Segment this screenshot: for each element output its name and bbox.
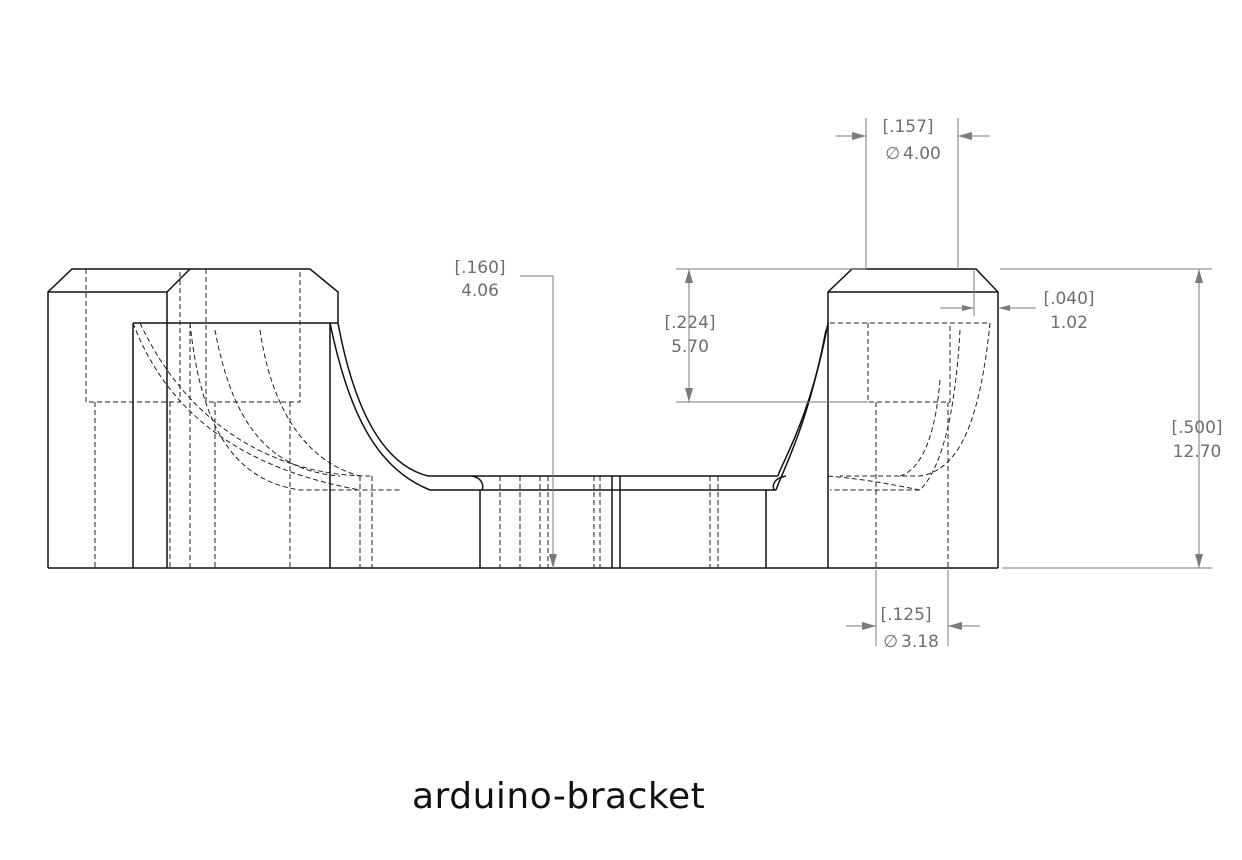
diameter-symbol-bottom: ∅	[883, 632, 898, 652]
dim-height-mm: 12.70	[1173, 442, 1222, 462]
hidden-lines	[85, 269, 991, 568]
dim-counterbore-inch: [.224]	[664, 313, 715, 333]
dimension-height: [.500] 12.70	[1171, 418, 1222, 462]
dim-counterbore-mm: 5.70	[671, 337, 709, 357]
dim-chamfer-mm: 1.02	[1050, 313, 1088, 333]
dimension-hole-bottom: [.125] ∅ 3.18	[880, 605, 938, 652]
dimension-lines	[520, 118, 1212, 646]
dim-hole-bottom-inch: [.125]	[880, 605, 931, 625]
dim-depth-inch: [.160]	[454, 258, 505, 278]
dim-chamfer-inch: [.040]	[1043, 289, 1094, 309]
dimension-depth: [.160] 4.06	[454, 258, 505, 301]
diameter-symbol-top: ∅	[885, 144, 900, 164]
dim-height-inch: [.500]	[1171, 418, 1222, 438]
drawing-title: arduino-bracket	[412, 776, 706, 817]
dimension-hole-top: [.157] ∅ 4.00	[882, 117, 940, 164]
part-outline	[47, 268, 999, 569]
dim-hole-top-inch: [.157]	[882, 117, 933, 137]
dim-hole-top-mm: 4.00	[903, 144, 941, 164]
dim-hole-bottom-mm: 3.18	[901, 632, 939, 652]
dimension-chamfer: [.040] 1.02	[1043, 289, 1094, 333]
dim-depth-mm: 4.06	[461, 281, 499, 301]
dimension-counterbore: [.224] 5.70	[664, 313, 715, 357]
